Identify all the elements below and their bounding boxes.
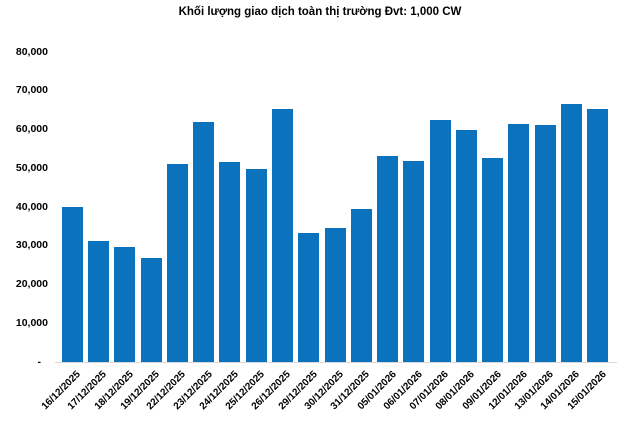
- y-tick-label: 70,000: [15, 84, 48, 97]
- volume-bar: [271, 108, 293, 362]
- volume-bar: [455, 129, 477, 362]
- y-tick-label: 40,000: [15, 200, 48, 213]
- y-tick-label: 50,000: [15, 161, 48, 174]
- volume-bar: [350, 208, 372, 362]
- volume-bar: [87, 241, 109, 362]
- volume-bar: [219, 161, 241, 362]
- y-tick-label: 20,000: [15, 278, 48, 290]
- volume-bar: [429, 120, 451, 362]
- volume-bar: [587, 108, 609, 362]
- x-axis-line: [55, 362, 617, 363]
- y-tick-label: 30,000: [15, 239, 48, 252]
- y-tick-label: 80,000: [15, 45, 48, 58]
- y-tick-label: 10,000: [15, 316, 48, 329]
- volume-bar: [403, 161, 425, 362]
- volume-bar: [245, 168, 267, 362]
- volume-bar: [114, 246, 136, 362]
- volume-bar: [508, 124, 530, 362]
- volume-bar: [561, 103, 583, 362]
- y-tick-label: -: [37, 355, 42, 368]
- y-tick-label: 60,000: [15, 123, 48, 135]
- volume-bar: [324, 227, 346, 362]
- volume-bar: [166, 163, 188, 362]
- volume-bar: [298, 232, 320, 362]
- volume-bar: [482, 157, 504, 362]
- volume-bar: [61, 207, 83, 362]
- volume-bar: [193, 121, 215, 362]
- volume-bar: [140, 257, 162, 362]
- volume-bar: [534, 125, 556, 362]
- chart-title: Khối lượng giao dịch toàn thị trường Đvt…: [178, 6, 462, 18]
- volume-bar: [377, 156, 399, 362]
